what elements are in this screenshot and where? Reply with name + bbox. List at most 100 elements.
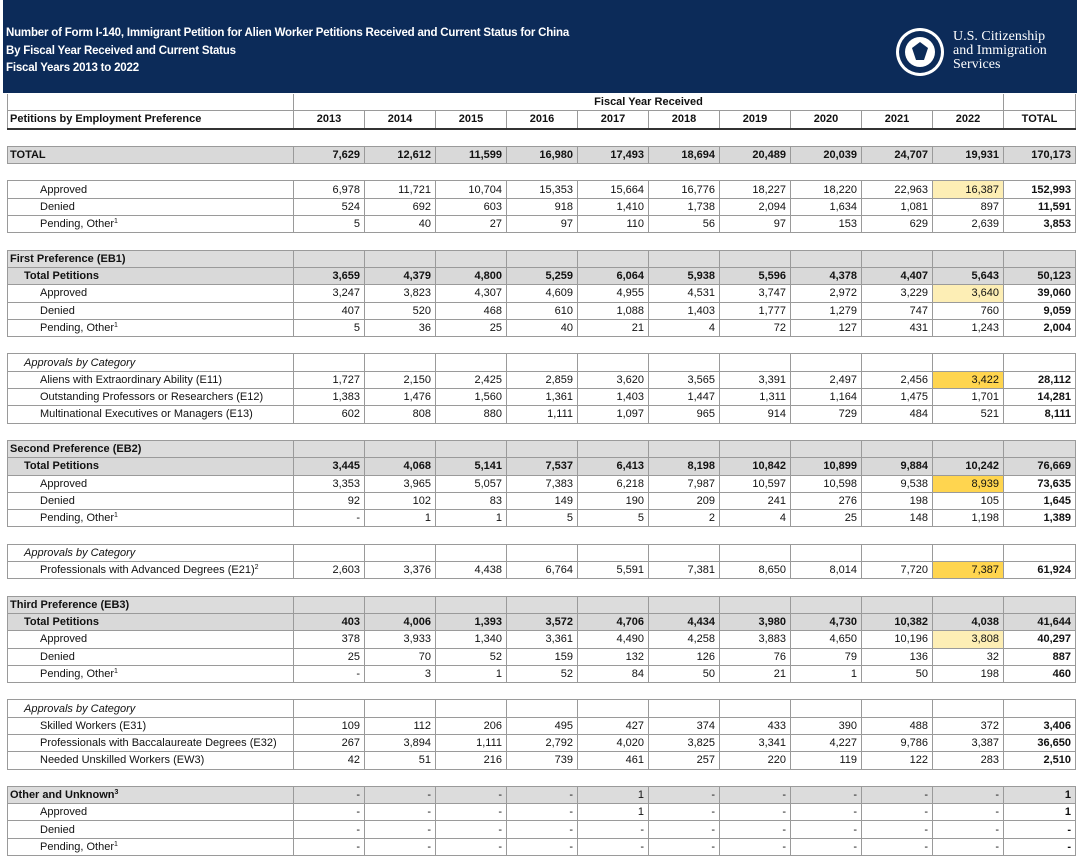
value-cell: 1,311 xyxy=(719,388,791,407)
empty-cell xyxy=(7,526,294,545)
value-cell: 3,406 xyxy=(1003,716,1076,735)
value-cell: 2,639 xyxy=(932,215,1004,234)
empty-cell xyxy=(932,336,1004,355)
empty-cell xyxy=(719,543,791,563)
value-cell: 739 xyxy=(506,751,578,770)
empty-cell xyxy=(577,232,649,251)
row-label: First Preference (EB1) xyxy=(7,249,294,268)
value-cell: 126 xyxy=(648,647,720,666)
empty-cell xyxy=(1003,422,1076,441)
value-cell: - xyxy=(435,820,507,839)
label-text: Needed Unskilled Workers (EW3) xyxy=(40,754,205,767)
label-text: Denied xyxy=(40,494,75,507)
value-cell: 808 xyxy=(364,405,436,424)
value-cell: 1,410 xyxy=(577,197,649,217)
empty-cell xyxy=(577,336,649,355)
value-cell: 15,664 xyxy=(577,180,649,199)
empty-cell xyxy=(719,422,791,441)
value-cell: - xyxy=(932,785,1004,805)
value-cell: 887 xyxy=(1003,647,1076,666)
value-cell: 83 xyxy=(435,491,507,511)
value-cell: - xyxy=(293,785,365,805)
value-cell: 6,764 xyxy=(506,561,578,580)
value-cell: 1 xyxy=(435,509,507,528)
label-text: Approved xyxy=(40,806,88,819)
empty-cell xyxy=(506,232,578,251)
footnote-mark: 1 xyxy=(114,218,118,226)
value-cell: 73,635 xyxy=(1003,474,1076,493)
value-cell: 3,894 xyxy=(364,733,436,753)
label-text: Approvals by Category xyxy=(24,546,136,559)
table-row: Aliens with Extraordinary Ability (E11) 1… xyxy=(7,370,1076,390)
value-cell: - xyxy=(719,785,791,805)
empty-cell xyxy=(1003,595,1076,614)
value-cell: 4,706 xyxy=(577,612,649,632)
label-text: Outstanding Professors or Researchers (E… xyxy=(40,391,264,404)
empty-cell xyxy=(364,768,436,787)
value-cell: 1,088 xyxy=(577,301,649,320)
value-cell: 109 xyxy=(293,716,365,735)
empty-cell xyxy=(435,163,507,182)
value-cell: 267 xyxy=(293,733,365,753)
value-cell: 27 xyxy=(435,215,507,234)
value-cell: 433 xyxy=(719,716,791,735)
empty-cell xyxy=(719,578,791,597)
empty-cell xyxy=(364,699,436,718)
value-cell: 4,955 xyxy=(577,284,649,303)
value-cell: 18,227 xyxy=(719,180,791,199)
value-cell: 3,883 xyxy=(719,630,791,649)
value-cell: 4,609 xyxy=(506,284,578,303)
empty-cell xyxy=(293,422,365,441)
value-cell: 6,218 xyxy=(577,474,649,493)
empty-cell xyxy=(506,578,578,597)
value-cell: 1,645 xyxy=(1003,491,1076,511)
value-cell: 2,972 xyxy=(790,284,862,303)
value-cell: 2,792 xyxy=(506,733,578,753)
value-cell: 3,933 xyxy=(364,630,436,649)
value-cell: - xyxy=(790,837,862,856)
value-cell: - xyxy=(293,837,365,856)
value-cell: 914 xyxy=(719,405,791,424)
empty-cell xyxy=(293,543,365,563)
value-cell: - xyxy=(435,837,507,856)
value-cell: 10,242 xyxy=(932,457,1004,476)
empty-cell xyxy=(435,578,507,597)
empty-cell xyxy=(7,94,294,112)
value-cell: 495 xyxy=(506,716,578,735)
value-cell: 1 xyxy=(577,785,649,805)
value-cell: 4,434 xyxy=(648,612,720,632)
value-cell: 3,572 xyxy=(506,612,578,632)
value-cell: 1,111 xyxy=(506,405,578,424)
value-cell: 1,476 xyxy=(364,388,436,407)
value-cell: 5,057 xyxy=(435,474,507,493)
row-label: TOTAL xyxy=(7,145,294,165)
value-cell: 4,020 xyxy=(577,733,649,753)
value-cell: 4 xyxy=(648,318,720,338)
report-title: Number of Form I-140, Immigrant Petition… xyxy=(6,25,569,78)
value-cell: 51 xyxy=(364,751,436,770)
row-label: Second Preference (EB2) xyxy=(7,439,294,459)
table-row: Denied - - - - - - - - - - - xyxy=(7,820,1076,839)
empty-cell xyxy=(790,439,862,459)
empty-cell xyxy=(364,128,436,147)
value-cell: 97 xyxy=(719,215,791,234)
value-cell: 1 xyxy=(435,664,507,684)
empty-cell xyxy=(364,232,436,251)
empty-cell xyxy=(932,128,1004,147)
empty-cell xyxy=(719,249,791,268)
column-header: 2022 xyxy=(932,110,1004,130)
table-row: Petitions by Employment Preference 2013 20… xyxy=(7,110,1076,130)
empty-cell xyxy=(577,439,649,459)
footnote-mark: 1 xyxy=(114,512,118,520)
column-header: 2013 xyxy=(293,110,365,130)
value-cell: 897 xyxy=(932,197,1004,217)
table-row xyxy=(7,163,1076,182)
value-cell: - xyxy=(577,820,649,839)
value-cell: 8,111 xyxy=(1003,405,1076,424)
value-cell: 198 xyxy=(861,491,933,511)
value-cell: 3,247 xyxy=(293,284,365,303)
value-cell: - xyxy=(648,820,720,839)
value-cell: 4,006 xyxy=(364,612,436,632)
value-cell: 2,510 xyxy=(1003,751,1076,770)
empty-cell xyxy=(861,232,933,251)
